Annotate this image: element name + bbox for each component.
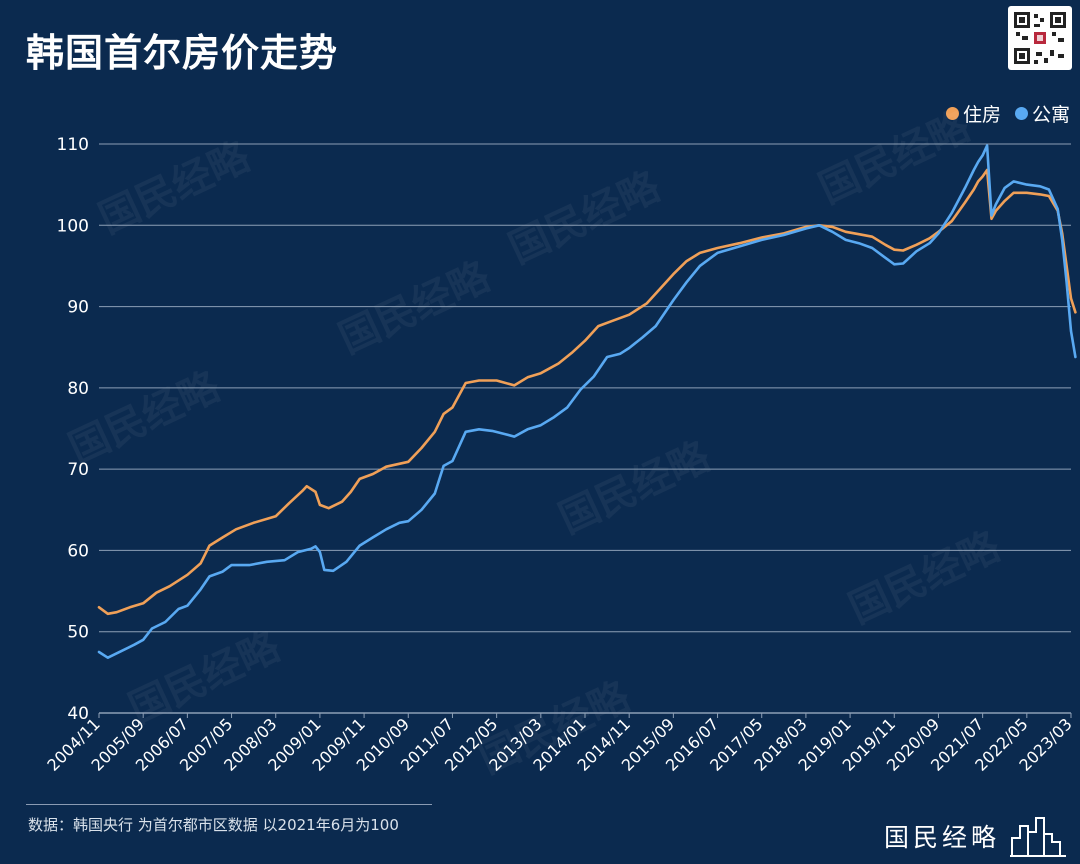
- y-tick-label: 100: [57, 216, 89, 236]
- y-tick-label: 110: [57, 135, 89, 155]
- series-line-apartment: [97, 144, 1077, 660]
- housing-dot-icon: [945, 107, 959, 120]
- y-tick-label: 90: [67, 298, 89, 318]
- y-tick-label: 50: [67, 623, 89, 643]
- qr-code-icon: [1008, 6, 1072, 70]
- legend-item-housing: 住房: [945, 100, 1001, 127]
- watermark-text: 国民经略: [332, 252, 498, 363]
- watermark-text: 国民经略: [502, 162, 668, 273]
- source-divider: [26, 804, 432, 805]
- series-line-housing: [97, 168, 1077, 616]
- watermark-text: 国民经略: [92, 132, 258, 243]
- legend: 住房 公寓: [945, 100, 1070, 127]
- y-tick-label: 60: [67, 541, 89, 561]
- watermark-text: 国民经略: [122, 622, 288, 733]
- series-lines: [97, 144, 1077, 660]
- source-note: 数据：韩国央行 为首尔都市区数据 以2021年6月为100: [28, 816, 399, 834]
- legend-label-apartment: 公寓: [1031, 104, 1070, 126]
- chart-title: 韩国首尔房价走势: [26, 31, 339, 75]
- apartment-dot-icon: [1014, 107, 1028, 120]
- watermark-text: 国民经略: [842, 522, 1008, 633]
- city-skyline-icon: [1010, 812, 1066, 862]
- watermark-text: 国民经略: [812, 102, 978, 213]
- y-axis-ticks: 40 50 60 70 80 90 100 110: [57, 135, 89, 724]
- y-tick-label: 70: [67, 460, 89, 480]
- brand-logo: 国民经略: [884, 823, 1001, 852]
- legend-label-housing: 住房: [962, 104, 1001, 126]
- watermark-text: 国民经略: [552, 432, 718, 543]
- y-tick-label: 80: [67, 379, 89, 399]
- legend-item-apartment: 公寓: [1014, 100, 1070, 127]
- y-tick-label: 40: [67, 704, 89, 724]
